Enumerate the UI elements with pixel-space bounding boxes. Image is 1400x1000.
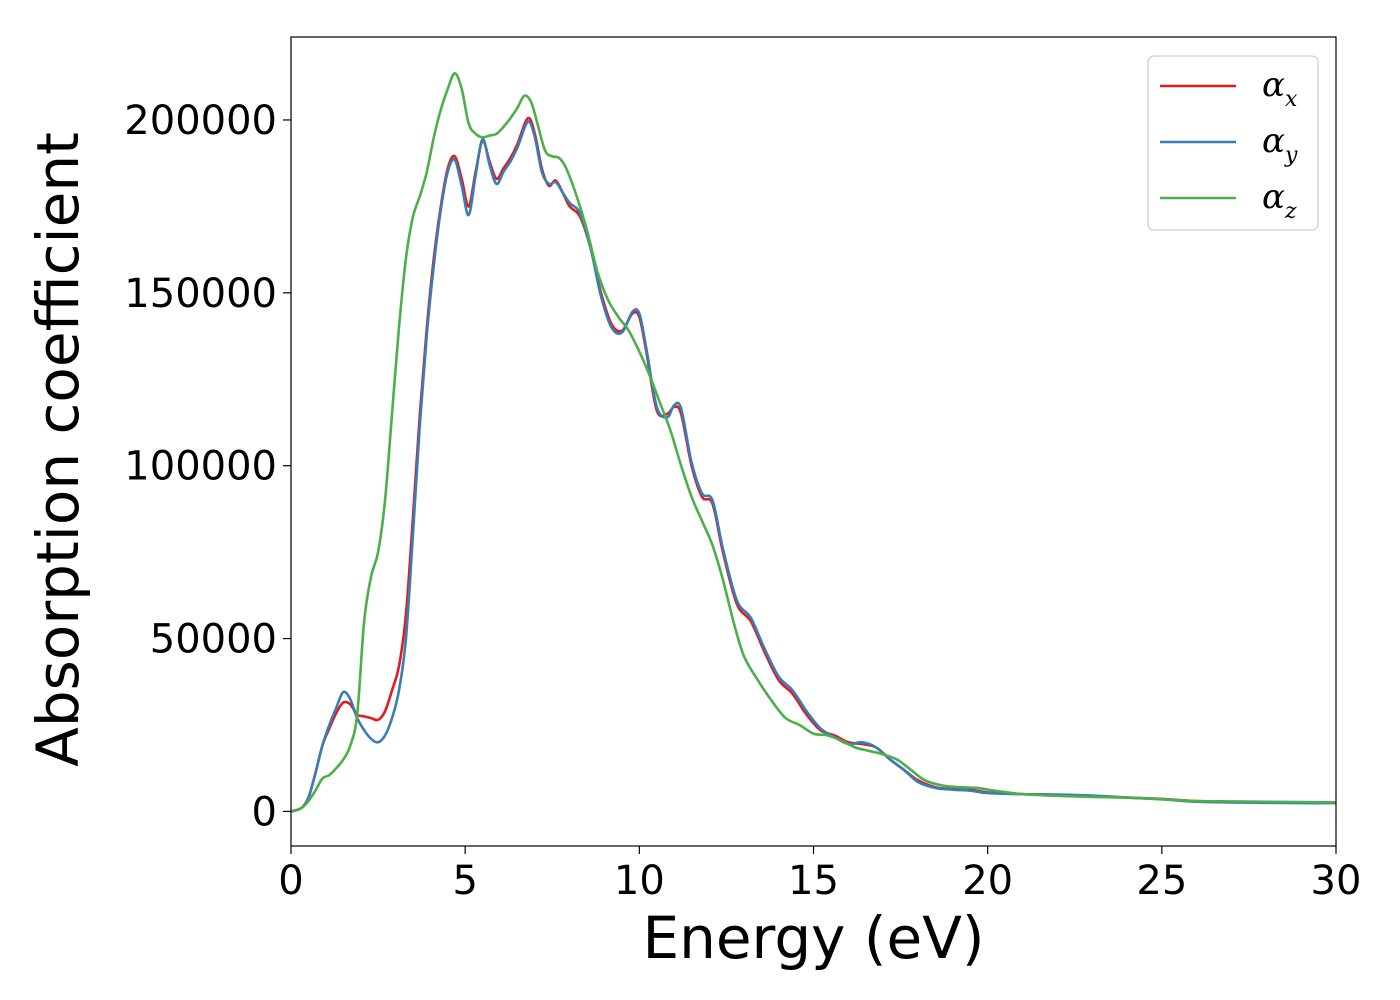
x-tick-label: 25 [1136,858,1187,904]
y-tick-label: 50000 [150,617,277,663]
legend-label-z: αz [1262,177,1297,224]
legend-symbol: α [1262,177,1285,217]
y-axis: 0 50000 100000 150000 200000 [124,98,291,835]
x-tick-label: 20 [962,858,1013,904]
legend-label-y: αy [1262,121,1298,168]
x-tick-label: 10 [614,858,665,904]
legend-subscript: y [1284,143,1298,168]
legend-symbol: α [1262,121,1285,161]
y-tick-label: 150000 [124,271,277,317]
legend-label-x: αx [1262,65,1298,112]
y-tick-label: 0 [252,789,277,835]
series-layer [291,72,1336,813]
y-tick-label: 200000 [124,98,277,144]
x-tick-label: 5 [452,858,477,904]
legend-symbol: α [1262,65,1285,105]
legend-subscript: z [1284,199,1297,224]
x-axis-label: Energy (eV) [642,904,984,972]
y-tick-label: 100000 [124,444,277,490]
x-tick-label: 30 [1311,858,1362,904]
y-axis-label: Absorption coefficient [24,132,92,767]
x-axis: 0 5 10 15 20 25 30 [278,846,1361,904]
x-tick-label: 0 [278,858,303,904]
legend-subscript: x [1285,87,1298,112]
x-tick-label: 15 [788,858,839,904]
series-line-z [291,72,1336,813]
